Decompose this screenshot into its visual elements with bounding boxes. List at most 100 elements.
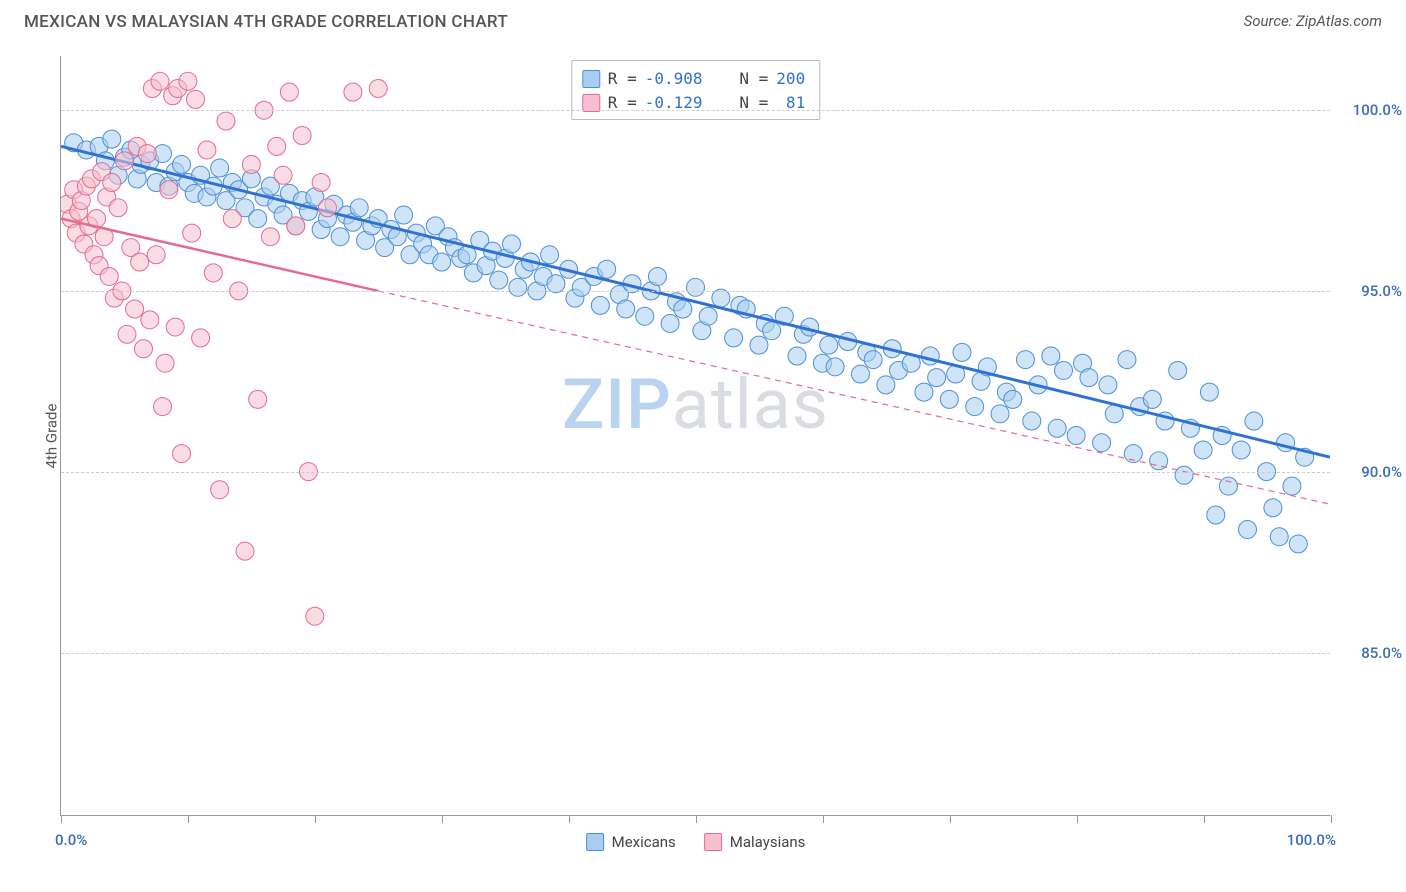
scatter-point: [1239, 520, 1257, 538]
x-tick: [1204, 815, 1205, 823]
scatter-point: [864, 351, 882, 369]
scatter-point: [118, 325, 136, 343]
scatter-point: [151, 72, 169, 90]
x-tick: [823, 815, 824, 823]
scatter-point: [318, 199, 336, 217]
scatter-point: [268, 137, 286, 155]
x-axis-max-label: 100.0%: [1287, 831, 1336, 849]
n-value: 81: [776, 91, 805, 115]
scatter-point: [1200, 383, 1218, 401]
scatter-point: [991, 405, 1009, 423]
y-tick-label: 90.0%: [1361, 463, 1402, 481]
x-tick: [1331, 815, 1332, 823]
scatter-point: [141, 311, 159, 329]
scatter-point: [1067, 427, 1085, 445]
scatter-point: [211, 159, 229, 177]
r-label: R =: [608, 67, 637, 91]
scatter-point: [350, 199, 368, 217]
scatter-point: [648, 267, 666, 285]
y-axis-title: 4th Grade: [42, 403, 60, 468]
scatter-point: [280, 83, 298, 101]
scatter-point: [598, 260, 616, 278]
scatter-point: [173, 445, 191, 463]
scatter-point: [1016, 351, 1034, 369]
stats-row: R =-0.129 N = 81: [582, 91, 805, 115]
scatter-point: [1232, 441, 1250, 459]
scatter-point: [661, 314, 679, 332]
scatter-point: [115, 152, 133, 170]
scatter-point: [100, 267, 118, 285]
scatter-point: [249, 390, 267, 408]
scatter-point: [636, 307, 654, 325]
x-tick: [188, 815, 189, 823]
bottom-legend: Mexicans Malaysians: [586, 833, 806, 851]
scatter-point: [547, 275, 565, 293]
x-tick: [1077, 815, 1078, 823]
scatter-point: [591, 296, 609, 314]
scatter-point: [131, 253, 149, 271]
scatter-point: [156, 354, 174, 372]
scatter-point: [1023, 412, 1041, 430]
scatter-point: [204, 264, 222, 282]
scatter-point: [674, 300, 692, 318]
scatter-point: [1042, 347, 1060, 365]
scatter-point: [217, 112, 235, 130]
chart-header: MEXICAN VS MALAYSIAN 4TH GRADE CORRELATI…: [0, 0, 1406, 40]
x-axis-min-label: 0.0%: [55, 831, 87, 849]
legend-item: Malaysians: [704, 833, 806, 851]
scatter-point: [1099, 376, 1117, 394]
scatter-point: [154, 398, 172, 416]
scatter-point: [851, 365, 869, 383]
scatter-point: [503, 235, 521, 253]
legend-swatch: [586, 833, 604, 851]
scatter-point: [1143, 390, 1161, 408]
scatter-point: [331, 228, 349, 246]
y-tick-label: 85.0%: [1361, 644, 1402, 662]
legend-swatch: [582, 70, 600, 88]
scatter-point: [312, 174, 330, 192]
scatter-point: [1194, 441, 1212, 459]
scatter-plot-svg: [61, 56, 1330, 815]
scatter-point: [183, 224, 201, 242]
scatter-point: [173, 155, 191, 173]
scatter-point: [928, 369, 946, 387]
scatter-point: [287, 217, 305, 235]
scatter-point: [1118, 351, 1136, 369]
legend-swatch: [704, 833, 722, 851]
scatter-point: [1289, 535, 1307, 553]
scatter-point: [541, 246, 559, 264]
scatter-point: [788, 347, 806, 365]
scatter-point: [274, 166, 292, 184]
n-label: N =: [711, 67, 769, 91]
scatter-point: [306, 607, 324, 625]
x-tick: [315, 815, 316, 823]
scatter-point: [763, 322, 781, 340]
n-value: 200: [776, 67, 805, 91]
gridline-h: [61, 291, 1330, 292]
scatter-point: [915, 383, 933, 401]
scatter-point: [109, 199, 127, 217]
scatter-point: [966, 398, 984, 416]
n-label: N =: [711, 91, 769, 115]
scatter-point: [1207, 506, 1225, 524]
scatter-point: [1055, 361, 1073, 379]
scatter-point: [395, 206, 413, 224]
scatter-point: [236, 542, 254, 560]
scatter-point: [490, 271, 508, 289]
scatter-point: [940, 390, 958, 408]
scatter-point: [1093, 434, 1111, 452]
x-tick: [61, 815, 62, 823]
scatter-point: [1219, 477, 1237, 495]
scatter-point: [433, 253, 451, 271]
scatter-point: [1175, 466, 1193, 484]
scatter-point: [126, 300, 144, 318]
scatter-point: [877, 376, 895, 394]
gridline-h: [61, 653, 1330, 654]
scatter-point: [1004, 390, 1022, 408]
scatter-point: [192, 329, 210, 347]
legend-label: Mexicans: [612, 833, 676, 851]
scatter-point: [509, 278, 527, 296]
scatter-point: [953, 343, 971, 361]
scatter-point: [1264, 499, 1282, 517]
scatter-point: [223, 210, 241, 228]
